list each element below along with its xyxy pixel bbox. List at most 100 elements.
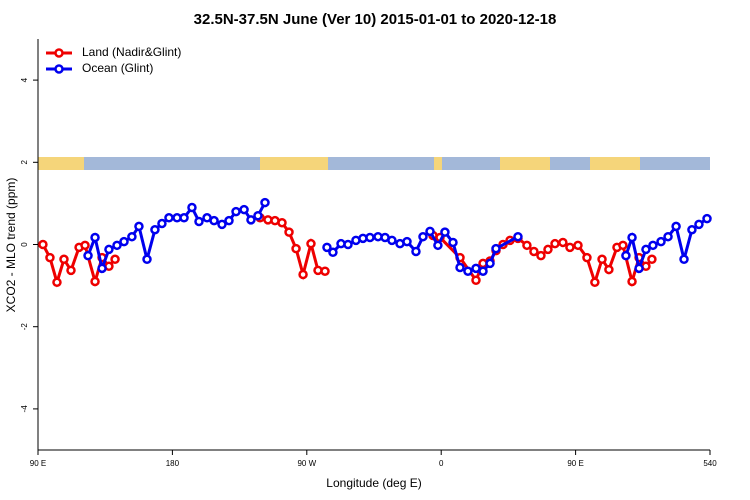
point xyxy=(322,242,332,253)
point xyxy=(702,213,712,224)
point xyxy=(134,221,144,232)
point xyxy=(647,254,657,265)
point xyxy=(663,231,673,242)
x-tick-label: 0 xyxy=(439,459,444,468)
point xyxy=(320,266,330,276)
legend-label: Land (Nadir&Glint) xyxy=(82,45,181,59)
point xyxy=(418,231,428,242)
point xyxy=(217,219,227,230)
series-line xyxy=(86,201,708,274)
series-line xyxy=(41,216,654,288)
point xyxy=(641,244,651,255)
point xyxy=(38,239,48,250)
point xyxy=(440,227,450,237)
point xyxy=(90,232,100,243)
point xyxy=(634,263,644,274)
point xyxy=(627,276,637,287)
point xyxy=(90,276,100,287)
point xyxy=(471,275,481,286)
point xyxy=(239,204,249,215)
point xyxy=(110,254,120,265)
point xyxy=(558,237,568,248)
point xyxy=(277,217,287,228)
point xyxy=(112,240,122,251)
point xyxy=(656,236,666,247)
point xyxy=(478,266,488,276)
y-tick-label: 0 xyxy=(20,242,29,247)
point xyxy=(463,266,473,276)
y-tick-label: 4 xyxy=(20,77,29,82)
point xyxy=(343,239,353,250)
point xyxy=(187,202,197,213)
point xyxy=(597,254,607,265)
point xyxy=(522,240,532,251)
x-tick-label: 90 W xyxy=(297,459,316,468)
point xyxy=(627,232,637,243)
point xyxy=(291,243,301,254)
point xyxy=(565,242,575,253)
chart-title: 32.5N-37.5N June (Ver 10) 2015-01-01 to … xyxy=(194,11,557,28)
point xyxy=(150,224,160,235)
point xyxy=(425,226,435,237)
x-tick-label: 90 E xyxy=(567,459,583,468)
point xyxy=(485,258,495,269)
x-axis-label: Longitude (deg E) xyxy=(326,476,421,490)
point xyxy=(618,240,628,251)
point xyxy=(246,215,256,225)
point xyxy=(648,240,658,251)
legend-label: Ocean (Glint) xyxy=(82,61,153,75)
point xyxy=(97,263,107,274)
point xyxy=(536,250,546,261)
point xyxy=(253,210,263,221)
point xyxy=(402,236,412,247)
point xyxy=(157,218,167,229)
point xyxy=(306,238,316,249)
point xyxy=(164,213,174,223)
point xyxy=(604,264,614,275)
y-tick-label: -4 xyxy=(20,405,29,413)
point xyxy=(679,254,689,265)
point xyxy=(694,219,704,230)
y-axis-label: XCO2 - MLO trend (ppm) xyxy=(4,178,18,313)
point xyxy=(179,213,189,223)
point xyxy=(59,254,69,265)
point xyxy=(127,231,137,242)
point xyxy=(224,215,234,226)
point xyxy=(284,227,294,237)
x-tick-label: 180 xyxy=(166,459,180,468)
x-tick-label: 90 E xyxy=(30,459,46,468)
point xyxy=(260,197,270,208)
point xyxy=(52,277,62,288)
point xyxy=(582,252,592,263)
point xyxy=(455,262,465,273)
point xyxy=(590,277,600,288)
point xyxy=(671,221,681,232)
point xyxy=(231,206,241,217)
y-tick-label: -2 xyxy=(20,323,29,331)
point xyxy=(80,240,90,251)
point xyxy=(529,246,539,257)
legend-marker xyxy=(54,48,64,58)
point xyxy=(142,254,152,265)
point xyxy=(194,216,204,227)
point xyxy=(83,250,93,261)
y-tick-label: 2 xyxy=(20,160,29,165)
point xyxy=(411,246,421,257)
surface-strip xyxy=(38,157,710,170)
point xyxy=(298,269,308,280)
point xyxy=(513,231,523,242)
point xyxy=(621,250,631,261)
point xyxy=(66,265,76,276)
x-tick-label: 540 xyxy=(703,459,717,468)
point xyxy=(119,236,129,247)
point xyxy=(543,244,553,255)
point xyxy=(433,240,443,251)
point xyxy=(550,238,560,249)
point xyxy=(365,232,375,243)
point xyxy=(209,215,219,226)
point xyxy=(448,237,458,248)
point xyxy=(573,240,583,251)
point xyxy=(328,247,338,258)
point xyxy=(387,235,397,246)
